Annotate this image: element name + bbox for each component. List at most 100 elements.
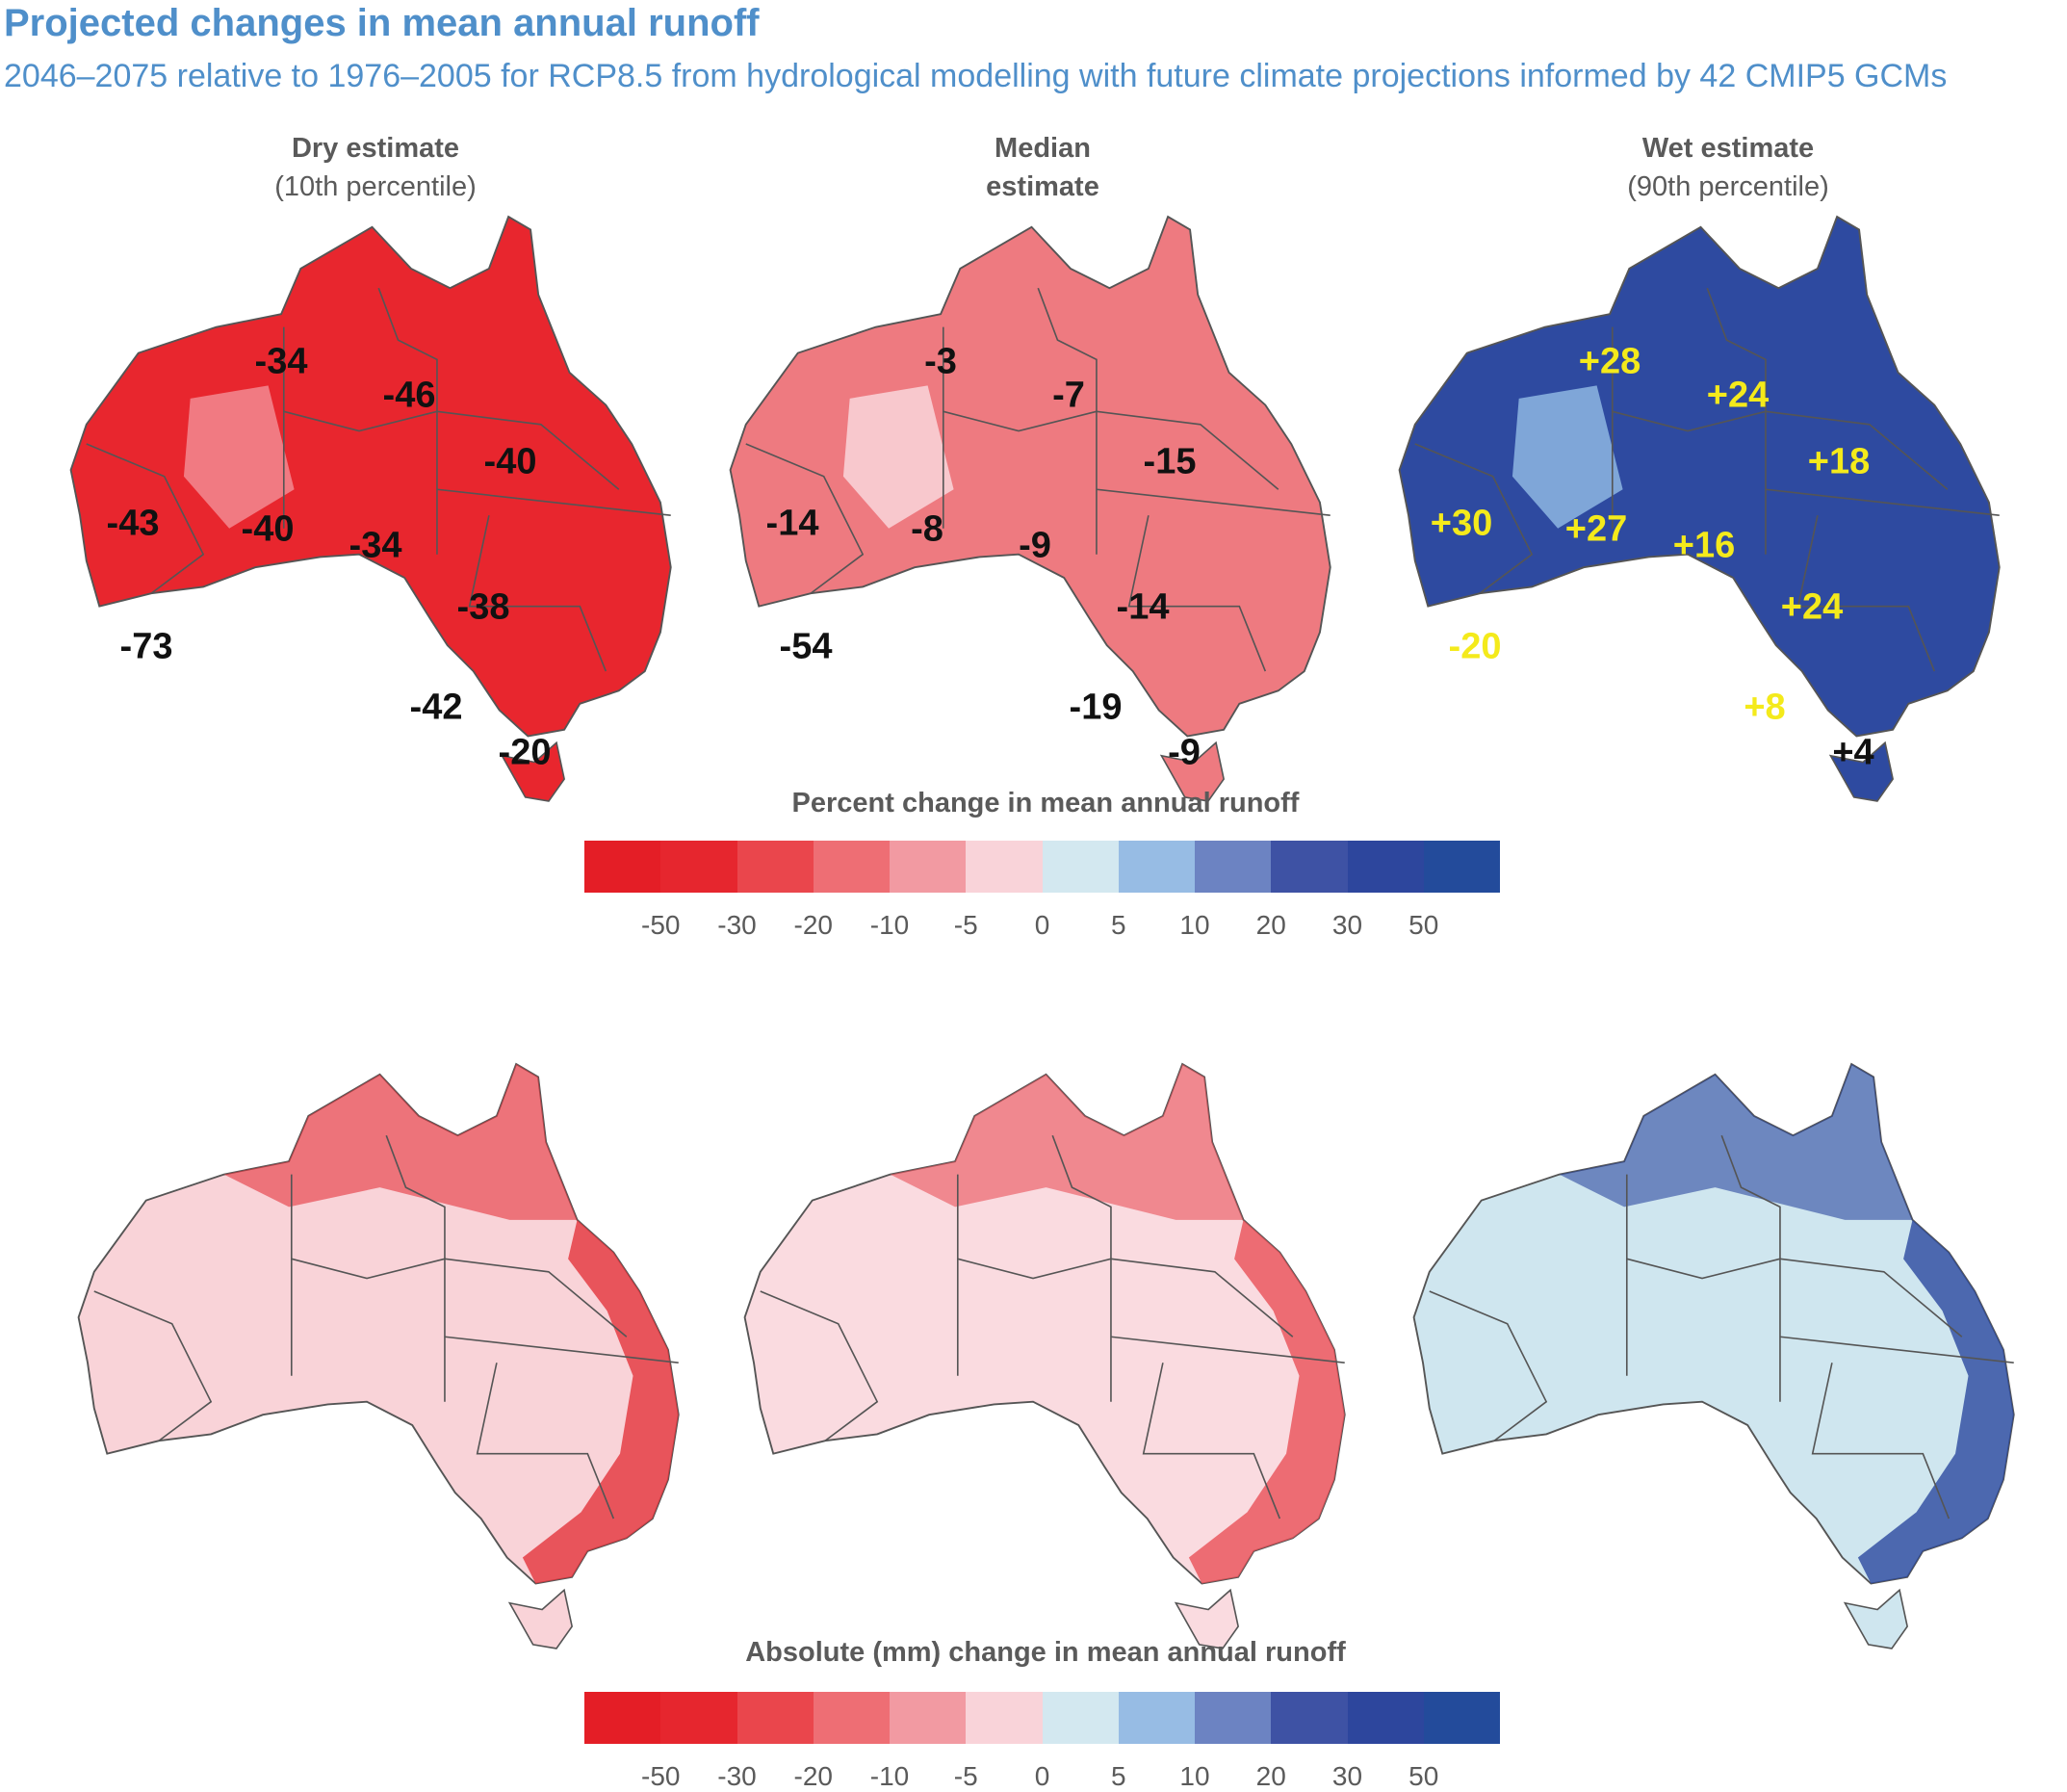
scale-swatch: [966, 1692, 1043, 1744]
region-border: [1110, 1336, 1345, 1364]
scale-swatch: [1423, 1692, 1500, 1744]
light-patch: [183, 385, 295, 529]
region-border: [1110, 1258, 1294, 1338]
scale-swatch: [966, 841, 1043, 893]
column-title: Median: [995, 133, 1091, 164]
region-border: [385, 1134, 446, 1402]
region-border: [1051, 1134, 1112, 1402]
color-scale-percent: [584, 841, 1500, 893]
region-border: [1096, 488, 1331, 517]
scale-swatch: [1042, 841, 1119, 893]
region-border: [377, 287, 438, 555]
light-patch: [842, 385, 954, 529]
wet-percent-svg: [1398, 215, 2001, 802]
scale-swatch: [813, 1692, 890, 1744]
region-border: [745, 443, 865, 594]
tasmania-shape: [507, 1588, 574, 1649]
scale-tick-label: -50: [641, 1761, 681, 1791]
median-absolute-svg: [743, 1062, 1346, 1649]
scale-swatch: [660, 841, 737, 893]
region-border: [93, 1290, 213, 1441]
scale-swatch: [736, 1692, 814, 1744]
region-value-label: -3: [924, 341, 957, 382]
column-subtitle: estimate: [986, 171, 1099, 202]
tasmania-shape: [1159, 740, 1226, 802]
scale-swatch: [1271, 1692, 1348, 1744]
scale-swatch: [584, 841, 661, 893]
region-value-label: -43: [106, 503, 160, 544]
region-border: [436, 488, 671, 517]
region-value-label: -15: [1143, 441, 1197, 482]
scale-swatch: [1347, 841, 1424, 893]
region-border: [444, 1336, 679, 1364]
region-value-label: -46: [382, 375, 436, 416]
region-value-label: -73: [119, 626, 173, 667]
tasmania-shape: [1828, 740, 1895, 802]
region-value-label: +18: [1807, 441, 1871, 482]
column-heading-median: Median estimate: [840, 129, 1245, 206]
region-value-label: -40: [241, 508, 295, 550]
map-percent-dry: -34 -46 -40 -43 -40 -34 -38 -73 -42 -20: [48, 215, 722, 802]
region-value-label: -19: [1069, 687, 1123, 728]
region-value-label: -42: [409, 687, 463, 728]
legend-title-absolute: Absolute (mm) change in mean annual runo…: [745, 1637, 1346, 1668]
map-percent-wet: +28 +24 +18 +30 +27 +16 +24 -20 +8 +4: [1377, 215, 2051, 802]
map-percent-median: -3 -7 -15 -14 -8 -9 -14 -54 -19 -9: [708, 215, 1382, 802]
region-border: [1811, 1363, 1951, 1519]
region-value-label: +24: [1706, 375, 1770, 416]
column-subtitle: (90th percentile): [1627, 171, 1829, 202]
region-value-label: -14: [765, 503, 819, 544]
region-border: [1720, 1134, 1781, 1402]
region-border: [86, 443, 205, 594]
region-value-label: +8: [1744, 687, 1786, 728]
scale-swatch: [1271, 841, 1348, 893]
scale-tick-label: 0: [1034, 1761, 1050, 1791]
scale-swatch: [736, 841, 814, 893]
region-value-label: +16: [1672, 525, 1736, 566]
column-heading-dry: Dry estimate (10th percentile): [173, 129, 578, 206]
color-scale-absolute: [584, 1692, 1500, 1744]
scale-tick-label: 5: [1110, 910, 1126, 940]
map-absolute-median: [722, 1062, 1396, 1649]
region-border: [1037, 287, 1098, 555]
region-border: [444, 1258, 628, 1338]
scale-tick-label: -5: [953, 1761, 978, 1791]
region-border: [1779, 1258, 1963, 1338]
region-border: [1414, 443, 1534, 594]
region-value-label: +30: [1430, 503, 1493, 544]
light-patch: [1511, 385, 1623, 529]
scale-tick-label: 0: [1034, 910, 1050, 940]
column-title: Wet estimate: [1641, 133, 1815, 164]
northern-band: [223, 1064, 578, 1220]
scale-tick-label: -30: [717, 1761, 757, 1791]
region-border: [436, 410, 620, 490]
region-value-label: -20: [1448, 626, 1502, 667]
figure-title: Projected changes in mean annual runoff: [4, 2, 760, 44]
scale-tick-label: -5: [953, 910, 978, 940]
region-border: [1626, 1258, 1781, 1280]
tasmania-shape: [1843, 1588, 1909, 1649]
region-border: [468, 515, 607, 672]
dry-absolute-svg: [77, 1062, 680, 1649]
wet-absolute-svg: [1412, 1062, 2015, 1649]
legend-title-percent: Percent change in mean annual runoff: [791, 788, 1300, 818]
region-value-label: -34: [254, 341, 308, 382]
scale-tick-label: 20: [1255, 1761, 1286, 1791]
scale-tick-label: -50: [641, 910, 681, 940]
region-border: [1096, 410, 1279, 490]
region-border: [1612, 410, 1767, 432]
scale-swatch: [1347, 1692, 1424, 1744]
region-border: [283, 410, 438, 432]
region-value-label: -7: [1052, 375, 1085, 416]
tasmania-value-label: -9: [1168, 732, 1201, 773]
tasmania-shape: [1174, 1588, 1240, 1649]
region-border: [943, 410, 1098, 432]
coastal-band: [1188, 1219, 1345, 1584]
region-border: [1765, 488, 2000, 517]
scale-swatch: [813, 841, 890, 893]
scale-tick-label: -30: [717, 910, 757, 940]
map-absolute-dry: [56, 1062, 730, 1649]
dry-percent-svg: [69, 215, 672, 802]
tasmania-value-label: -20: [498, 732, 552, 773]
figure-subtitle: 2046–2075 relative to 1976–2005 for RCP8…: [4, 58, 1948, 94]
